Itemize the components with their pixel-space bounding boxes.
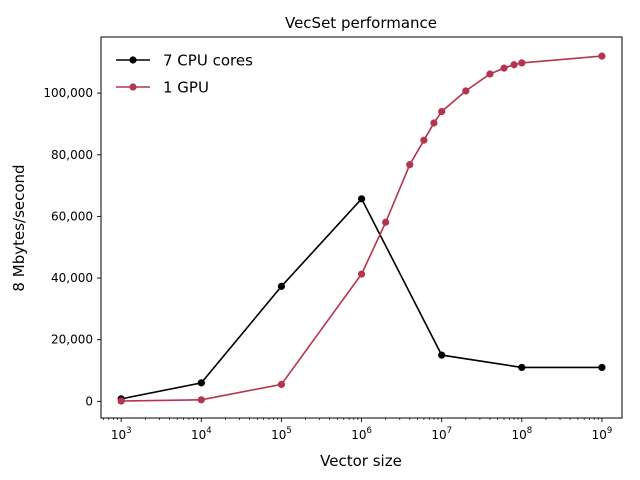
series-1 bbox=[117, 195, 606, 403]
x-tick-label: 106 bbox=[351, 426, 372, 442]
data-point bbox=[382, 218, 390, 226]
legend-marker bbox=[129, 56, 137, 64]
data-point bbox=[197, 396, 205, 404]
x-tick-label: 105 bbox=[271, 426, 292, 442]
x-tick-label: 108 bbox=[511, 426, 532, 442]
series-2 bbox=[117, 52, 606, 405]
data-point bbox=[420, 136, 428, 144]
chart-title: VecSet performance bbox=[285, 14, 437, 32]
data-point bbox=[438, 351, 446, 359]
y-tick-label: 40,000 bbox=[51, 271, 93, 285]
data-point bbox=[438, 107, 446, 116]
x-tick-label: 103 bbox=[111, 426, 132, 442]
y-axis-ticks: 0 20,000 40,000 60,000 80,000 100,000 bbox=[43, 86, 101, 408]
data-point bbox=[357, 270, 366, 278]
x-axis-ticks: 103 104 105 106 107 108 109 bbox=[103, 418, 612, 442]
legend-marker bbox=[129, 83, 137, 91]
y-tick-label: 60,000 bbox=[51, 209, 93, 223]
legend-label: 1 GPU bbox=[163, 79, 209, 97]
y-tick-label: 0 bbox=[85, 394, 93, 408]
series-line bbox=[121, 197, 602, 400]
x-tick-label: 109 bbox=[592, 426, 613, 442]
data-point bbox=[277, 380, 286, 389]
data-point bbox=[430, 119, 438, 127]
data-point bbox=[598, 363, 606, 372]
data-point bbox=[277, 282, 286, 290]
series-line bbox=[121, 55, 602, 402]
x-axis-label: Vector size bbox=[320, 452, 402, 470]
x-tick-label: 107 bbox=[431, 426, 452, 442]
y-tick-label: 100,000 bbox=[43, 86, 93, 100]
data-point bbox=[117, 397, 125, 405]
data-point bbox=[510, 61, 518, 69]
y-tick-label: 20,000 bbox=[51, 333, 93, 347]
legend-label: 7 CPU cores bbox=[163, 52, 253, 70]
legend: 7 CPU cores 1 GPU bbox=[116, 52, 253, 97]
legend-item: 7 CPU cores bbox=[116, 52, 253, 70]
data-point bbox=[518, 59, 526, 67]
data-point bbox=[500, 64, 508, 72]
data-point bbox=[462, 87, 470, 95]
series-layer bbox=[117, 52, 606, 405]
y-tick-label: 80,000 bbox=[51, 148, 93, 162]
legend-item: 1 GPU bbox=[116, 79, 209, 97]
x-tick-label: 104 bbox=[191, 426, 212, 442]
data-point bbox=[406, 161, 414, 169]
data-point bbox=[486, 70, 494, 78]
data-point bbox=[357, 195, 366, 203]
data-point bbox=[197, 379, 205, 387]
y-axis-label: 8 Mbytes/second bbox=[10, 164, 28, 291]
data-point bbox=[518, 363, 526, 372]
data-point bbox=[598, 52, 606, 60]
